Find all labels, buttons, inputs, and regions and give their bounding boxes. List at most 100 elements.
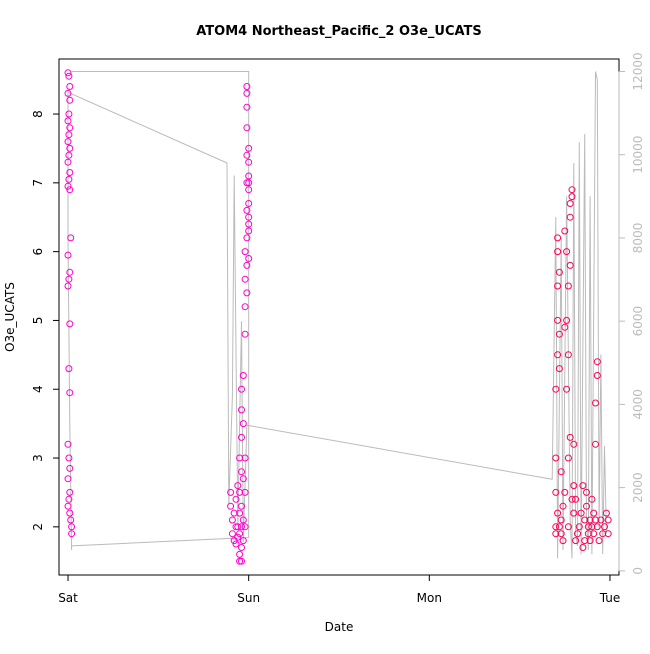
data-point (570, 482, 578, 490)
data-point (563, 385, 571, 393)
data-point (66, 96, 74, 104)
data-point (227, 502, 235, 510)
data-point (552, 385, 560, 393)
data-point (557, 468, 565, 476)
data-point (566, 433, 574, 441)
x-axis: Sat Sun Mon Tue (58, 574, 620, 605)
data-point (595, 537, 603, 545)
data-point (238, 433, 245, 441)
data-point (64, 138, 72, 146)
data-point (593, 523, 601, 531)
data-point (561, 323, 569, 331)
data-point (66, 320, 74, 328)
data-point (64, 117, 72, 125)
data-point (552, 488, 560, 496)
data-point (570, 509, 578, 517)
data-point (245, 200, 253, 207)
data-point (238, 544, 245, 551)
data-point (245, 220, 253, 228)
data-point (65, 365, 73, 373)
data-point (239, 516, 247, 524)
data-point (572, 537, 580, 545)
data-point (243, 89, 251, 97)
data-point (64, 182, 72, 190)
data-point (559, 537, 567, 545)
y-axis: 2 3 4 5 6 7 8 (31, 110, 60, 531)
data-point (584, 523, 592, 531)
data-point (227, 488, 235, 496)
data-point (554, 248, 562, 256)
data-point (554, 282, 562, 290)
data-point (241, 303, 249, 311)
data-point (66, 488, 74, 496)
data-point (566, 213, 574, 221)
data-point (592, 516, 599, 524)
data-point (66, 144, 74, 152)
right-y-tick-label: 2000 (631, 472, 645, 503)
data-point (245, 227, 253, 235)
data-point (64, 440, 72, 448)
data-point (66, 169, 74, 176)
data-point (554, 234, 562, 242)
data-point (238, 557, 245, 565)
data-point (584, 530, 592, 538)
data-point (590, 530, 598, 538)
data-point (566, 261, 574, 269)
data-point (575, 523, 583, 531)
data-point (555, 330, 563, 338)
data-point (236, 550, 244, 558)
data-point (604, 530, 612, 538)
data-point (590, 509, 598, 517)
data-point (241, 248, 249, 256)
altitude-line-path (67, 71, 607, 559)
data-point (67, 234, 75, 242)
data-point (245, 255, 253, 262)
data-point (581, 516, 589, 524)
data-point (579, 482, 587, 490)
data-point (66, 268, 74, 276)
data-point (243, 234, 251, 242)
right-y-tick-label: 4000 (631, 389, 645, 420)
y-tick-label: 2 (31, 523, 45, 531)
data-point (238, 385, 245, 393)
data-point (65, 175, 73, 183)
data-point (66, 464, 74, 472)
y-tick-label: 6 (31, 248, 45, 256)
data-point (557, 530, 565, 538)
right-y-tick-label: 12000 (631, 52, 645, 90)
data-point (238, 406, 245, 414)
data-point (604, 516, 612, 524)
data-point (564, 282, 572, 290)
data-point (564, 523, 572, 531)
data-point (67, 516, 75, 524)
data-point (239, 537, 247, 545)
data-point (583, 502, 590, 510)
data-point (593, 372, 601, 379)
y-tick-label: 5 (31, 317, 45, 325)
data-point (555, 523, 563, 531)
data-point (588, 523, 596, 531)
data-point (245, 213, 253, 221)
data-point (577, 509, 585, 517)
data-point (597, 516, 605, 524)
data-point (68, 530, 76, 538)
data-point (241, 330, 249, 338)
data-point (232, 540, 240, 548)
data-point (241, 454, 249, 462)
data-point (568, 193, 576, 201)
data-point (564, 351, 572, 359)
data-point (592, 440, 599, 448)
data-point (554, 509, 562, 517)
data-point (230, 509, 238, 517)
data-point (65, 495, 73, 503)
data-point (236, 557, 244, 565)
data-point (559, 502, 567, 510)
data-point (64, 89, 72, 97)
data-point (557, 516, 565, 524)
data-point (245, 158, 253, 166)
data-point (234, 533, 242, 541)
data-point (65, 131, 73, 139)
